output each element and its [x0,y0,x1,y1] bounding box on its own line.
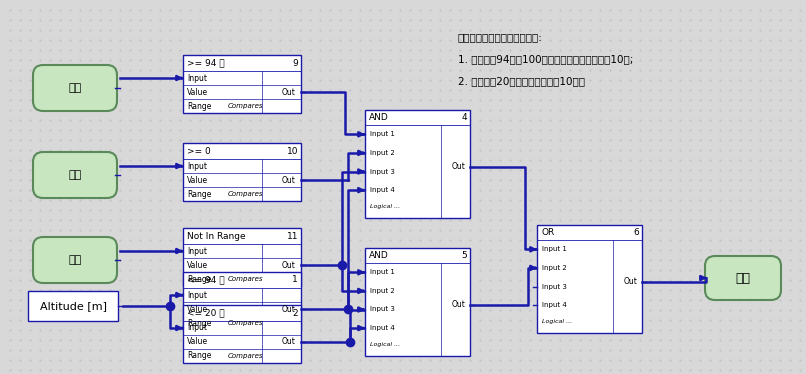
Text: <= 94 米: <= 94 米 [187,276,225,285]
Text: Value: Value [187,337,208,346]
Text: Range: Range [187,319,211,328]
Text: Range: Range [187,352,211,361]
Text: 1: 1 [293,276,298,285]
Text: 1. 定高大于94米、100米以下爬升且航向差大于10度;: 1. 定高大于94米、100米以下爬升且航向差大于10度; [458,54,634,64]
Bar [365,110,470,218]
FancyBboxPatch shape [33,65,117,111]
Text: OR: OR [541,228,555,237]
Text: Range: Range [187,101,211,110]
Text: 6: 6 [634,228,639,237]
Text: Compares: Compares [228,353,264,359]
Text: <= 20 米: <= 20 米 [187,309,225,318]
Bar [183,272,301,330]
Text: 航向: 航向 [69,255,81,265]
Text: Input 4: Input 4 [542,302,567,308]
Text: AND: AND [369,251,388,260]
Text: 5: 5 [461,251,467,260]
Text: Input: Input [187,324,207,332]
Text: 改平: 改平 [736,272,750,285]
Text: Input 2: Input 2 [370,150,395,156]
Text: Out: Out [282,261,296,270]
Text: Value: Value [187,175,208,184]
Text: Logical ...: Logical ... [542,319,572,324]
Text: 定高: 定高 [69,83,81,93]
Text: Input: Input [187,291,207,300]
Text: Value: Value [187,88,208,96]
Text: Input 3: Input 3 [542,283,567,289]
Text: Value: Value [187,261,208,270]
Bar [28,291,118,321]
Text: Out: Out [623,278,637,286]
Text: Input 3: Input 3 [370,307,395,313]
Text: Input 3: Input 3 [370,169,395,175]
Text: Range: Range [187,275,211,283]
Text: 10: 10 [286,147,298,156]
FancyBboxPatch shape [33,237,117,283]
Text: Out: Out [282,337,296,346]
Bar [183,55,301,113]
Text: Input 2: Input 2 [370,288,395,294]
Text: Compares: Compares [228,103,264,109]
Text: >= 94 米: >= 94 米 [187,58,225,67]
Text: Input: Input [187,246,207,255]
Text: Input 4: Input 4 [370,325,395,331]
Text: Compares: Compares [228,320,264,326]
Text: 以下状态机翼改平不允许转弯:: 以下状态机翼改平不允许转弯: [458,32,543,42]
Text: Input: Input [187,74,207,83]
Bar [183,228,301,286]
Text: Out: Out [282,304,296,313]
Text: 4: 4 [461,113,467,122]
Text: 2: 2 [293,309,298,318]
Text: Out: Out [451,162,465,171]
Text: Out: Out [282,88,296,96]
Text: AND: AND [369,113,388,122]
Text: 爬升: 爬升 [69,170,81,180]
Text: Input: Input [187,162,207,171]
Text: 11: 11 [286,232,298,240]
FancyBboxPatch shape [705,256,781,300]
Text: Input 1: Input 1 [370,131,395,137]
Text: Compares: Compares [228,276,264,282]
Text: Out: Out [282,175,296,184]
Text: Logical ...: Logical ... [370,342,400,347]
Text: 2. 高度低于20米、且航向差大于10度。: 2. 高度低于20米、且航向差大于10度。 [458,76,585,86]
FancyBboxPatch shape [33,152,117,198]
Text: Logical ...: Logical ... [370,204,400,209]
Text: >= 0: >= 0 [187,147,210,156]
Text: Range: Range [187,190,211,199]
Text: Not In Range: Not In Range [187,232,246,240]
Bar [183,305,301,363]
Text: Input 1: Input 1 [542,246,567,252]
Bar [537,225,642,333]
Bar [365,248,470,356]
Text: Altitude [m]: Altitude [m] [39,301,106,311]
Text: Input 2: Input 2 [542,265,567,271]
Text: Out: Out [451,300,465,309]
Text: 9: 9 [293,58,298,67]
Text: Value: Value [187,304,208,313]
Text: Input 1: Input 1 [370,269,395,275]
Text: Compares: Compares [228,191,264,197]
Text: Input 4: Input 4 [370,187,395,193]
Bar [183,143,301,201]
